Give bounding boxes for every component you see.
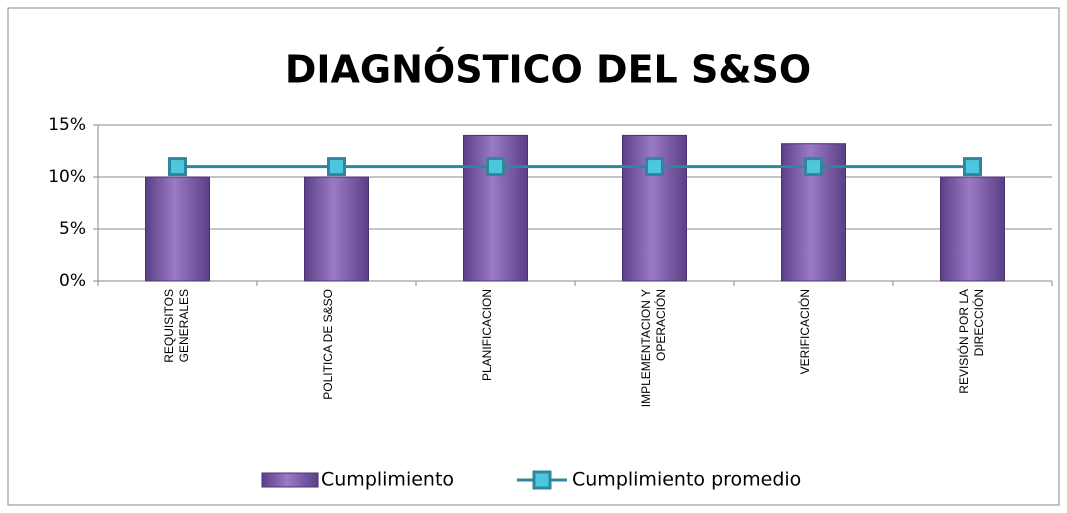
- x-tick-label: POLITICA DE S&SO: [320, 289, 335, 400]
- y-tick-label: 0%: [59, 271, 86, 291]
- line-marker: [804, 157, 823, 177]
- legend-label: Cumplimiento promedio: [572, 469, 801, 491]
- line-marker: [486, 157, 505, 177]
- bar: [940, 176, 1005, 282]
- bar: [145, 176, 210, 282]
- x-tick-label: REQUISITOS GENERALES: [161, 289, 191, 363]
- legend-swatch: [261, 472, 319, 488]
- chart-title: DIAGNÓSTICO DEL S&SO: [285, 48, 811, 92]
- line-marker: [327, 157, 346, 177]
- line-marker: [963, 157, 982, 177]
- legend-marker: [532, 470, 552, 490]
- y-tick-label: 5%: [59, 219, 86, 239]
- bar: [304, 176, 369, 282]
- x-tick-label: VERIFICACIÓN: [797, 289, 812, 375]
- y-tick-label: 15%: [48, 115, 86, 135]
- line-marker: [645, 157, 664, 177]
- x-tick-label: PLANIFICACION: [479, 289, 494, 382]
- legend-label: Cumplimiento: [321, 469, 454, 491]
- x-tick-label: IMPLEMENTACION Y OPERACIÓN: [638, 289, 668, 408]
- line-marker: [168, 157, 187, 177]
- y-tick-label: 10%: [48, 167, 86, 187]
- x-tick-label: REVISIÓN POR LA DIRECCIÓN: [956, 289, 986, 394]
